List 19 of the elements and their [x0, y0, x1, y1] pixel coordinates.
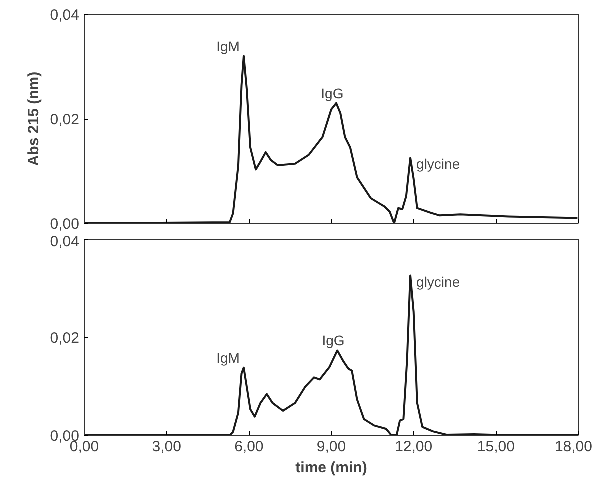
annotation: IgM	[216, 38, 240, 54]
y-tick-label: 0,04	[50, 7, 80, 24]
annotation: IgG	[321, 85, 344, 102]
x-tick-label: 9,00	[316, 438, 346, 456]
x-tick-label: 12,00	[395, 438, 433, 456]
y-tick-label: 0,02	[50, 112, 80, 128]
y-tick-label: 0,04	[50, 234, 80, 250]
y-axis-title: Abs 215 (nm)	[25, 72, 42, 166]
x-axis-title: time (min)	[296, 460, 368, 476]
annotation: IgM	[216, 350, 240, 366]
y-tick-label: 0,02	[50, 330, 80, 347]
y-tick-label: 0,00	[50, 216, 80, 233]
x-tick-label: 15,00	[477, 438, 515, 456]
annotation: glycine	[416, 274, 460, 290]
annotation: glycine	[416, 156, 460, 172]
x-tick-label: 3,00	[152, 438, 182, 456]
x-tick-label: 18,00	[554, 438, 592, 456]
annotation: IgG	[322, 332, 345, 349]
x-tick-label: 6,00	[234, 438, 264, 456]
